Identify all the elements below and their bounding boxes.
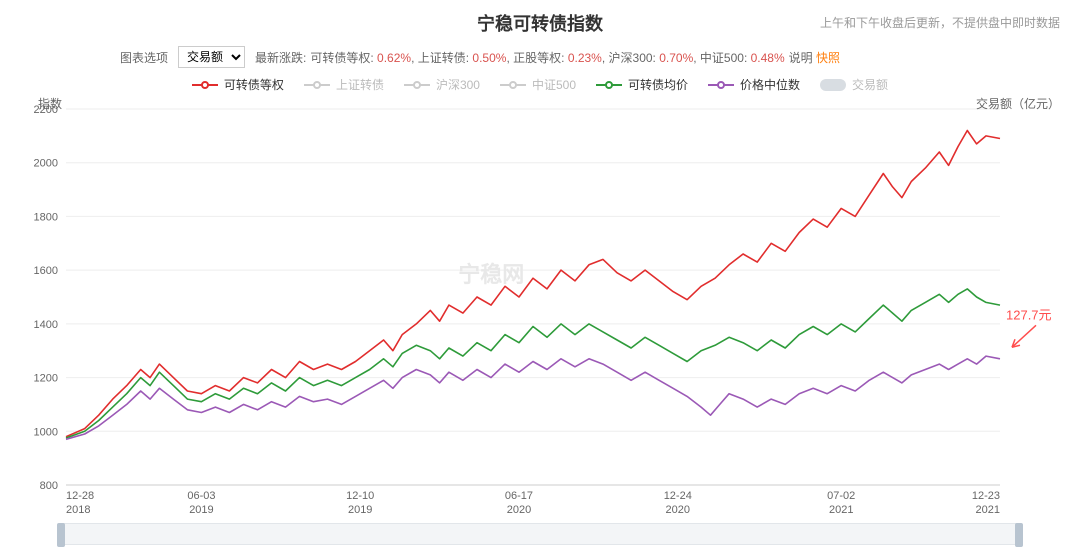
svg-text:2020: 2020 (507, 504, 531, 516)
svg-text:2021: 2021 (976, 504, 1000, 516)
svg-text:1800: 1800 (34, 211, 58, 223)
y-right-title: 交易额（亿元） (976, 95, 1060, 112)
svg-text:2018: 2018 (66, 504, 90, 516)
y-left-title: 指数 (38, 95, 62, 112)
legend-item-vol[interactable]: 交易额 (820, 76, 888, 93)
line-chart: 800100012001400160018002000220012-282018… (20, 99, 1060, 519)
legend-item-sh[interactable]: 上证转债 (304, 76, 384, 93)
svg-text:2020: 2020 (666, 504, 690, 516)
svg-text:1600: 1600 (34, 265, 58, 277)
svg-text:1000: 1000 (34, 426, 58, 438)
latest-stats: 最新涨跌: 可转债等权: 0.62%, 上证转债: 0.50%, 正股等权: 0… (255, 49, 840, 66)
svg-text:06-03: 06-03 (187, 490, 215, 502)
legend-item-median[interactable]: 价格中位数 (708, 76, 800, 93)
options-select[interactable]: 交易额 (178, 46, 245, 68)
brush-handle-left[interactable] (57, 523, 65, 547)
legend-item-hs300[interactable]: 沪深300 (404, 76, 480, 93)
svg-text:宁稳网: 宁稳网 (458, 262, 524, 287)
stats-link[interactable]: 快照 (813, 51, 840, 65)
chart-subtitle: 上午和下午收盘后更新，不提供盘中即时数据 (820, 14, 1060, 31)
svg-text:800: 800 (40, 480, 58, 492)
svg-text:2019: 2019 (189, 504, 213, 516)
legend-item-equal[interactable]: 可转债等权 (192, 76, 284, 93)
svg-text:127.7元: 127.7元 (1006, 307, 1052, 322)
svg-text:2000: 2000 (34, 158, 58, 170)
options-label: 图表选项 (120, 49, 168, 66)
svg-text:12-23: 12-23 (972, 490, 1000, 502)
svg-text:12-10: 12-10 (346, 490, 374, 502)
brush-handle-right[interactable] (1015, 523, 1023, 547)
svg-text:2019: 2019 (348, 504, 372, 516)
svg-text:12-28: 12-28 (66, 490, 94, 502)
navigator-brush[interactable] (60, 523, 1020, 545)
svg-text:06-17: 06-17 (505, 490, 533, 502)
legend-item-avg[interactable]: 可转债均价 (596, 76, 688, 93)
stats-prefix: 最新涨跌: (255, 49, 306, 66)
chart-legend: 可转债等权 上证转债 沪深300 中证500 可转债均价 价格中位数 交易额 (20, 72, 1060, 99)
svg-text:1400: 1400 (34, 319, 58, 331)
legend-item-zz500[interactable]: 中证500 (500, 76, 576, 93)
svg-text:12-24: 12-24 (664, 490, 692, 502)
svg-text:2021: 2021 (829, 504, 853, 516)
svg-text:1200: 1200 (34, 373, 58, 385)
svg-text:07-02: 07-02 (827, 490, 855, 502)
stats-link[interactable]: 说明 (789, 51, 813, 65)
